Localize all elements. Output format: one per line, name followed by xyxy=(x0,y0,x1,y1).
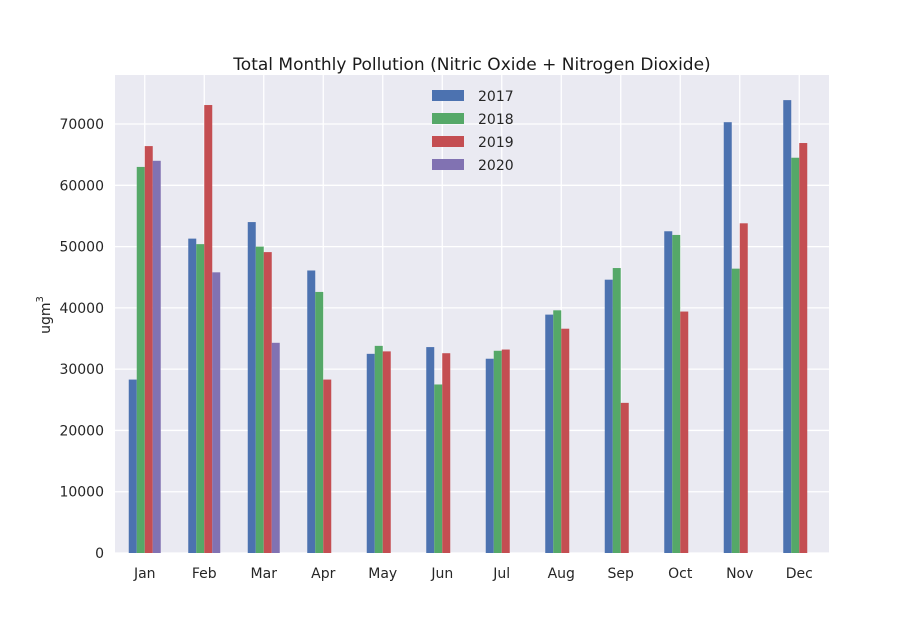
x-tick-label: Mar xyxy=(251,566,278,582)
bar-2019-mar xyxy=(263,252,272,553)
bar-2017-apr xyxy=(307,270,316,553)
plot-area xyxy=(115,75,829,553)
bar-2017-dec xyxy=(783,100,792,553)
y-axis-label-text: ugm xyxy=(38,302,54,333)
y-axis-label-superscript: 3 xyxy=(35,296,46,302)
legend-label-2017: 2017 xyxy=(478,89,514,105)
x-tick-label: Aug xyxy=(548,566,575,582)
x-tick-label: Jun xyxy=(430,566,453,582)
bar-2017-nov xyxy=(723,122,732,553)
legend-label-2018: 2018 xyxy=(478,112,514,128)
bar-2020-mar xyxy=(271,342,280,553)
legend-swatch-2020 xyxy=(432,159,464,170)
legend-swatch-2017 xyxy=(432,90,464,101)
bar-2019-jul xyxy=(501,349,510,553)
bar-2017-oct xyxy=(664,231,673,553)
x-tick-label: Feb xyxy=(192,566,217,582)
bar-2018-feb xyxy=(196,244,205,553)
bar-2018-dec xyxy=(791,157,800,553)
bar-2017-jan xyxy=(128,379,137,553)
legend-label-2019: 2019 xyxy=(478,135,514,151)
bars xyxy=(128,100,808,554)
bar-2018-jan xyxy=(136,166,145,553)
bar-2017-feb xyxy=(188,238,197,553)
y-axis-label: ugm3 xyxy=(35,296,54,334)
bar-2020-feb xyxy=(212,272,221,553)
bar-2018-sep xyxy=(612,268,621,553)
bar-2018-mar xyxy=(255,246,264,554)
x-tick-label: Oct xyxy=(668,566,693,582)
bar-2017-jun xyxy=(426,347,435,553)
bar-2019-feb xyxy=(204,105,213,554)
legend: 2017 2018 2019 2020 xyxy=(432,89,514,174)
bar-2017-aug xyxy=(545,314,554,553)
y-tick-label: 60000 xyxy=(59,178,104,194)
y-axis-ticks: 0 10000 20000 30000 40000 50000 60000 70000 xyxy=(59,117,104,562)
bar-2018-jul xyxy=(493,350,502,553)
y-tick-label: 20000 xyxy=(59,423,104,439)
bar-2018-apr xyxy=(315,291,324,553)
bar-2019-aug xyxy=(561,328,570,553)
y-tick-label: 10000 xyxy=(59,485,104,501)
y-tick-label: 50000 xyxy=(59,240,104,256)
x-tick-label: Dec xyxy=(786,566,813,582)
y-tick-label: 0 xyxy=(95,546,104,562)
bar-2018-aug xyxy=(553,310,562,553)
x-tick-label: Nov xyxy=(726,566,753,582)
bar-2019-dec xyxy=(799,143,808,553)
x-tick-label: Jul xyxy=(492,566,510,582)
bar-2020-jan xyxy=(152,160,161,554)
y-tick-label: 30000 xyxy=(59,362,104,378)
y-tick-label: 40000 xyxy=(59,301,104,317)
bar-2019-sep xyxy=(620,402,629,553)
bar-2017-sep xyxy=(604,279,613,553)
bar-2018-nov xyxy=(731,268,740,553)
legend-label-2020: 2020 xyxy=(478,158,514,174)
legend-swatch-2018 xyxy=(432,113,464,124)
bar-2019-jan xyxy=(144,146,153,554)
bar-2017-may xyxy=(366,353,375,553)
bar-2019-oct xyxy=(680,311,689,553)
chart-title: Total Monthly Pollution (Nitric Oxide + … xyxy=(232,55,710,75)
bar-2019-may xyxy=(382,351,391,553)
bar-2017-mar xyxy=(247,222,256,554)
legend-swatch-2019 xyxy=(432,136,464,147)
bar-2019-nov xyxy=(739,223,748,554)
bar-2019-apr xyxy=(323,379,332,553)
x-axis-ticks: Jan Feb Mar Apr May Jun Jul Aug Sep Oct Nov Dec xyxy=(133,566,813,582)
bar-2018-jun xyxy=(434,384,443,553)
y-tick-label: 70000 xyxy=(59,117,104,133)
bar-2018-oct xyxy=(672,234,681,553)
x-tick-label: Sep xyxy=(608,566,635,582)
x-tick-label: May xyxy=(368,566,397,582)
x-tick-label: Apr xyxy=(311,566,335,582)
bar-2019-jun xyxy=(442,353,451,553)
bar-2017-jul xyxy=(485,358,494,553)
bar-2018-may xyxy=(374,345,383,553)
x-tick-label: Jan xyxy=(133,566,156,582)
